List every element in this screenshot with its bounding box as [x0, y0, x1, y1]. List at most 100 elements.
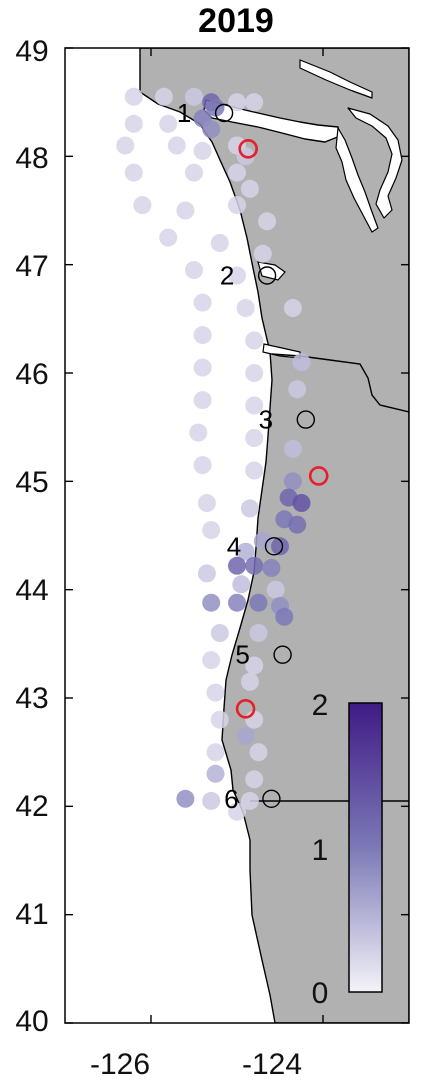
observation-point — [202, 120, 221, 139]
observation-point — [245, 93, 264, 112]
observation-point — [253, 244, 272, 263]
observation-point — [193, 358, 212, 377]
site-label: 1 — [177, 98, 191, 128]
observation-point — [249, 743, 268, 762]
observation-point — [258, 212, 277, 231]
observation-point — [124, 87, 143, 106]
site-marker — [264, 537, 284, 556]
observation-point — [262, 559, 281, 577]
observation-point — [210, 234, 229, 252]
observation-point — [240, 179, 259, 198]
observation-point — [159, 114, 178, 133]
y-tick-label: 48 — [15, 142, 48, 175]
observation-point — [206, 98, 225, 117]
y-tick-label: 42 — [15, 790, 48, 823]
plot-frame — [64, 47, 410, 1024]
observation-point — [185, 163, 203, 182]
observation-point — [228, 266, 246, 285]
estuary-north — [257, 261, 286, 281]
site-marker — [262, 789, 281, 808]
observation-point — [124, 163, 143, 182]
observation-point — [206, 764, 225, 783]
observation-point — [210, 624, 229, 642]
site-marker — [257, 266, 277, 285]
observation-point — [245, 656, 264, 675]
y-tick-label: 40 — [15, 1005, 48, 1038]
observation-point — [245, 461, 264, 480]
site-label: 6 — [224, 784, 238, 814]
observation-point — [245, 396, 264, 415]
islands-water — [347, 107, 403, 219]
observation-point — [116, 136, 135, 155]
site-label: 4 — [227, 531, 241, 561]
observation-point — [236, 542, 255, 561]
observation-point — [232, 575, 251, 594]
observation-point — [206, 683, 225, 702]
observation-point — [133, 196, 152, 215]
observation-point — [245, 429, 264, 447]
y-tick-label: 43 — [15, 682, 48, 715]
colorbar-label-mid: 1 — [312, 834, 329, 867]
site-marker — [273, 645, 292, 664]
observation-point — [193, 391, 212, 410]
observation-point — [202, 593, 221, 612]
observation-point — [167, 136, 186, 155]
observation-point — [245, 556, 264, 575]
observation-point — [228, 163, 246, 182]
observation-point — [228, 802, 246, 821]
observation-point — [266, 580, 285, 599]
observation-point — [210, 710, 229, 729]
observation-point — [249, 624, 268, 642]
observation-point — [159, 228, 178, 247]
observation-point — [236, 299, 255, 317]
observation-point — [124, 114, 143, 133]
observation-point — [249, 593, 268, 612]
observation-point — [176, 201, 195, 220]
observation-point — [253, 531, 272, 550]
observation-point — [271, 537, 289, 556]
observation-point — [185, 261, 203, 280]
observation-point — [185, 87, 203, 106]
observation-point — [283, 299, 302, 317]
observation-point — [288, 380, 307, 399]
observation-point — [202, 521, 221, 540]
observation-point — [154, 87, 173, 106]
observation-point — [193, 293, 212, 312]
observation-point — [197, 494, 216, 512]
y-tick-label: 49 — [15, 35, 48, 68]
x-tick-label: -126 — [90, 1048, 150, 1081]
observation-point — [228, 556, 246, 575]
observation-point — [189, 423, 208, 442]
site-label: 3 — [259, 405, 273, 435]
site-label: 2 — [220, 261, 234, 291]
observation-point — [245, 331, 264, 350]
observation-points — [116, 87, 311, 821]
observation-point — [202, 791, 221, 810]
site-marker — [214, 103, 234, 123]
observation-point — [245, 770, 264, 789]
observation-point — [228, 593, 246, 612]
site-markers: 1 2 3 4 5 6 — [177, 98, 329, 814]
observation-point — [288, 515, 307, 534]
observation-point — [176, 789, 195, 808]
y-tick-label: 41 — [15, 898, 48, 931]
land-mass — [139, 48, 409, 1023]
highlight-site-marker — [235, 698, 256, 719]
observation-point — [245, 364, 264, 382]
observation-point — [228, 93, 246, 112]
observation-point — [193, 456, 212, 475]
observation-point — [202, 651, 221, 670]
observation-point — [292, 353, 311, 372]
y-tick-label: 46 — [15, 358, 48, 391]
highlight-site-marker — [238, 139, 258, 159]
northern-channel — [299, 59, 373, 99]
observation-point — [240, 791, 259, 810]
site-label: 5 — [235, 640, 249, 670]
observation-point — [206, 743, 225, 762]
tick-marks — [65, 47, 409, 1024]
observation-point — [240, 499, 259, 518]
observation-point — [193, 326, 212, 345]
observation-point — [240, 672, 259, 691]
colorbar — [348, 702, 383, 993]
